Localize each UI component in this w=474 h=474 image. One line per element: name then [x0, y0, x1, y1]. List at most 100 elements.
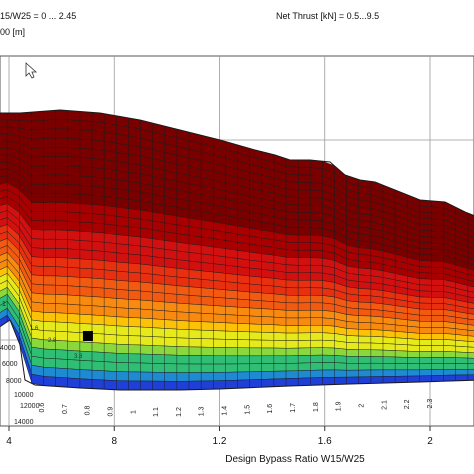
surface-cell — [297, 377, 311, 386]
surface-cell — [91, 342, 105, 353]
surface-cell — [67, 165, 81, 177]
surface-cell — [140, 281, 154, 293]
surface-cell — [358, 322, 372, 330]
surface-cell — [79, 286, 93, 297]
surface-cell — [358, 261, 372, 270]
surface-cell — [443, 374, 457, 382]
bypass-edge-label: 2.1 — [381, 400, 388, 410]
surface-cell — [358, 335, 372, 344]
surface-cell — [334, 376, 348, 385]
surface-cell — [419, 229, 433, 238]
surface-cell — [310, 219, 324, 229]
surface-cell — [200, 380, 214, 390]
surface-cell — [128, 290, 142, 301]
surface-cell — [188, 363, 202, 373]
surface-cell — [43, 376, 57, 387]
net-thrust-range-label: Net Thrust [kN] = 0.5...9.5 — [276, 11, 380, 21]
surface-cell — [310, 287, 324, 296]
surface-cell — [334, 369, 348, 378]
surface-cells — [0, 110, 474, 390]
surface-cell — [346, 307, 360, 316]
surface-cell — [67, 294, 81, 306]
design-point-marker — [82, 331, 93, 341]
surface-cell — [285, 181, 299, 191]
surface-cell — [176, 250, 190, 262]
surface-cell — [31, 138, 45, 149]
surface-cell — [128, 353, 142, 364]
surface-cell — [188, 346, 202, 356]
surface-cell — [31, 256, 45, 267]
surface-cell — [225, 264, 239, 275]
surface-cell — [164, 372, 178, 382]
surface-cell — [334, 347, 348, 357]
surface-cell — [249, 291, 263, 302]
surface-cell — [358, 376, 372, 384]
surface-cell — [55, 238, 69, 250]
surface-cell — [0, 112, 8, 121]
surface-cell — [164, 354, 178, 365]
surface-cell — [128, 217, 142, 229]
surface-cell — [431, 303, 445, 310]
surface-cell — [285, 347, 299, 357]
surface-cell — [91, 351, 105, 362]
surface-cell — [67, 248, 81, 260]
surface-cell — [394, 331, 408, 339]
surface-cell — [55, 110, 69, 121]
surface-cell — [322, 332, 336, 342]
surface-cell — [67, 359, 81, 370]
surface-cell — [467, 268, 474, 278]
altitude-label: 00 [m] — [0, 27, 26, 37]
surface-cell — [285, 188, 299, 198]
surface-cell — [31, 283, 45, 295]
surface-cell — [443, 369, 457, 376]
surface-cell — [67, 202, 81, 214]
surface-cell — [273, 301, 287, 311]
surface-cell — [322, 354, 336, 363]
surface-cell — [431, 339, 445, 346]
surface-cell — [261, 370, 275, 380]
surface-cell — [0, 126, 8, 135]
surface-cell — [67, 156, 81, 168]
surface-cell — [467, 302, 474, 311]
surface-cell — [67, 230, 81, 241]
surface-cell — [116, 234, 130, 246]
surface-cell — [419, 296, 433, 304]
surface-cell — [200, 262, 214, 273]
surface-cell — [431, 357, 445, 364]
surface-cell — [55, 183, 69, 194]
surface-cell — [273, 370, 287, 380]
surface-cell — [358, 247, 372, 256]
surface-cell — [237, 347, 251, 357]
surface-cell — [128, 335, 142, 346]
surface-cell — [310, 257, 324, 266]
surface-cell — [310, 332, 324, 341]
surface-cell — [140, 308, 154, 320]
surface-cell — [297, 325, 311, 334]
surface-cell — [188, 295, 202, 305]
surface-cell — [249, 371, 263, 380]
bypass-edge-label: 1.6 — [267, 404, 274, 414]
surface-cell — [297, 362, 311, 371]
surface-cell — [152, 380, 166, 390]
surface-cell — [273, 340, 287, 349]
surface-cell — [55, 266, 69, 277]
surface-cell — [103, 315, 117, 327]
surface-cell — [55, 284, 69, 296]
surface-cell — [91, 314, 105, 326]
surface-cell — [103, 370, 117, 381]
surface-cell — [237, 371, 251, 381]
surface-cell — [116, 325, 130, 336]
surface-cell — [322, 347, 336, 356]
surface-cell — [128, 235, 142, 247]
surface-cell — [358, 369, 372, 378]
surface-cell — [358, 329, 372, 337]
surface-cell — [285, 279, 299, 289]
surface-cell — [128, 190, 142, 202]
surface-cell — [31, 310, 45, 322]
surface-cell — [237, 363, 251, 373]
surface-cell — [79, 129, 93, 141]
surface-cell — [91, 121, 105, 133]
surface-cell — [43, 220, 57, 231]
surface-cell — [431, 278, 445, 286]
surface-cell — [419, 254, 433, 262]
